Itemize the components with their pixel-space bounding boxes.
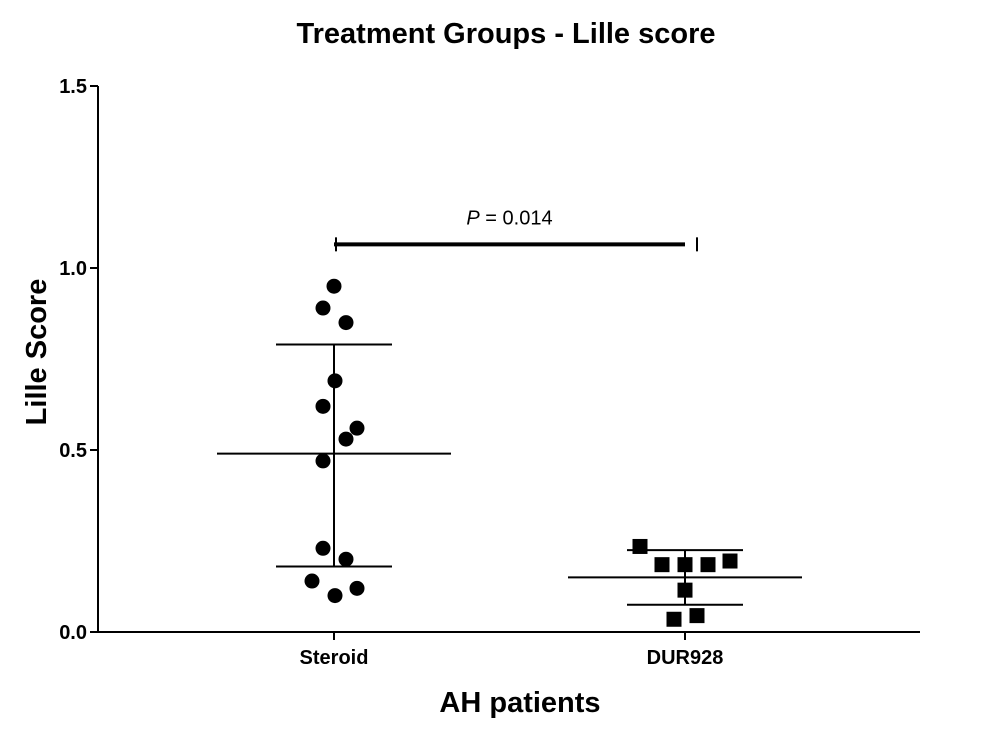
data-point-circle <box>315 398 331 414</box>
data-point-square <box>689 608 705 624</box>
data-point-square <box>666 611 682 627</box>
x-tick-label: Steroid <box>300 647 369 669</box>
data-point-circle <box>349 580 365 596</box>
x-axis-title: AH patients <box>439 687 600 719</box>
data-point-square <box>677 557 693 573</box>
data-points <box>304 278 738 627</box>
y-tick-label: 1.5 <box>59 76 87 98</box>
data-point-circle <box>327 588 343 604</box>
y-tick-label: 0.5 <box>59 440 87 462</box>
chart-title: Treatment Groups - Lille score <box>297 18 716 50</box>
data-point-circle <box>338 431 354 447</box>
y-tick-label: 1.0 <box>59 258 87 280</box>
x-tick-label: DUR928 <box>647 647 724 669</box>
x-axis-ticks: Steroid DUR928 <box>300 632 724 669</box>
data-point-circle <box>338 315 354 331</box>
data-point-circle <box>315 453 331 469</box>
data-point-circle <box>315 540 331 556</box>
p-symbol: P <box>466 207 480 229</box>
y-axis-title: Lille Score <box>21 279 53 426</box>
data-point-circle <box>326 278 342 294</box>
data-point-square <box>700 557 716 573</box>
data-point-circle <box>338 551 354 567</box>
y-tick-label: 0.0 <box>59 622 87 644</box>
data-point-square <box>654 557 670 573</box>
data-point-circle <box>327 373 343 389</box>
data-point-circle <box>304 573 320 589</box>
data-point-circle <box>315 300 331 316</box>
data-point-circle <box>349 420 365 436</box>
p-value-label: P = 0.014 <box>466 207 552 229</box>
y-axis-ticks: 0.0 0.5 1.0 1.5 <box>59 76 98 644</box>
data-point-square <box>722 553 738 569</box>
data-point-square <box>677 582 693 598</box>
significance-bracket: P = 0.014 <box>334 207 698 252</box>
p-value-text: = 0.014 <box>480 207 553 229</box>
data-point-square <box>632 538 648 554</box>
